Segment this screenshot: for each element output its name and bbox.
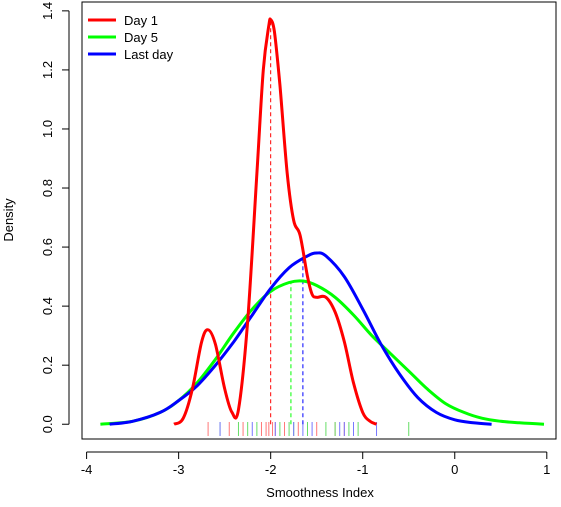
y-tick-label: 1.4 [40,2,55,20]
density-line [100,279,545,426]
legend: Day 1 Day 5 Last day [88,13,174,62]
y-tick-label: 0.4 [40,297,55,315]
legend-label: Day 1 [124,13,158,28]
legend-label: Day 5 [124,30,158,45]
x-tick-label: -2 [265,462,277,477]
x-tick-label: -4 [81,462,93,477]
x-tick-label: -1 [357,462,369,477]
x-tick-label: 0 [451,462,458,477]
plot-body [100,17,545,436]
x-tick-label: -3 [173,462,185,477]
y-axis-label: Density [1,198,16,242]
density-line [109,251,492,426]
y-tick-label: 0.0 [40,415,55,433]
y-tick-label: 1.0 [40,120,55,138]
density-line [173,17,378,426]
x-tick-label: 1 [543,462,550,477]
x-axis: -4 -3 -2 -1 0 1 [81,451,550,477]
x-axis-label: Smoothness Index [266,485,374,500]
plot-frame [81,1,557,440]
y-tick-label: 0.2 [40,356,55,374]
y-tick-label: 0.6 [40,238,55,256]
y-tick-label: 1.2 [40,61,55,79]
legend-label: Last day [124,47,174,62]
y-tick-label: 0.8 [40,179,55,197]
y-axis: 0.0 0.2 0.4 0.6 0.8 1.0 1.2 1.4 [40,2,70,433]
